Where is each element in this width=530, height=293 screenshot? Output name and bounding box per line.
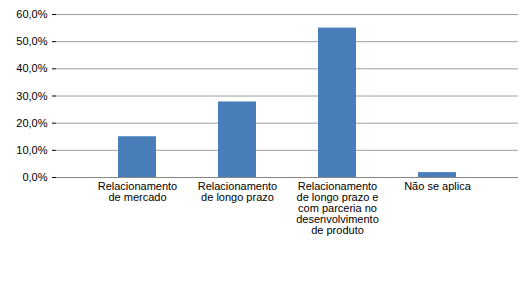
svg-text:40,0%: 40,0% <box>16 62 47 74</box>
svg-text:Relacionamentode longo prazo: Relacionamentode longo prazo <box>198 180 278 203</box>
svg-text:30,0%: 30,0% <box>16 90 47 102</box>
svg-text:20,0%: 20,0% <box>16 117 47 129</box>
svg-text:Não se aplica: Não se aplica <box>404 180 472 192</box>
svg-text:Relacionamentode longo prazo e: Relacionamentode longo prazo ecom parcer… <box>296 180 379 236</box>
svg-text:Relacionamentode mercado: Relacionamentode mercado <box>98 180 178 203</box>
svg-text:0,0%: 0,0% <box>22 171 47 183</box>
svg-text:60,0%: 60,0% <box>16 8 47 20</box>
svg-text:10,0%: 10,0% <box>16 144 47 156</box>
svg-text:50,0%: 50,0% <box>16 35 47 47</box>
